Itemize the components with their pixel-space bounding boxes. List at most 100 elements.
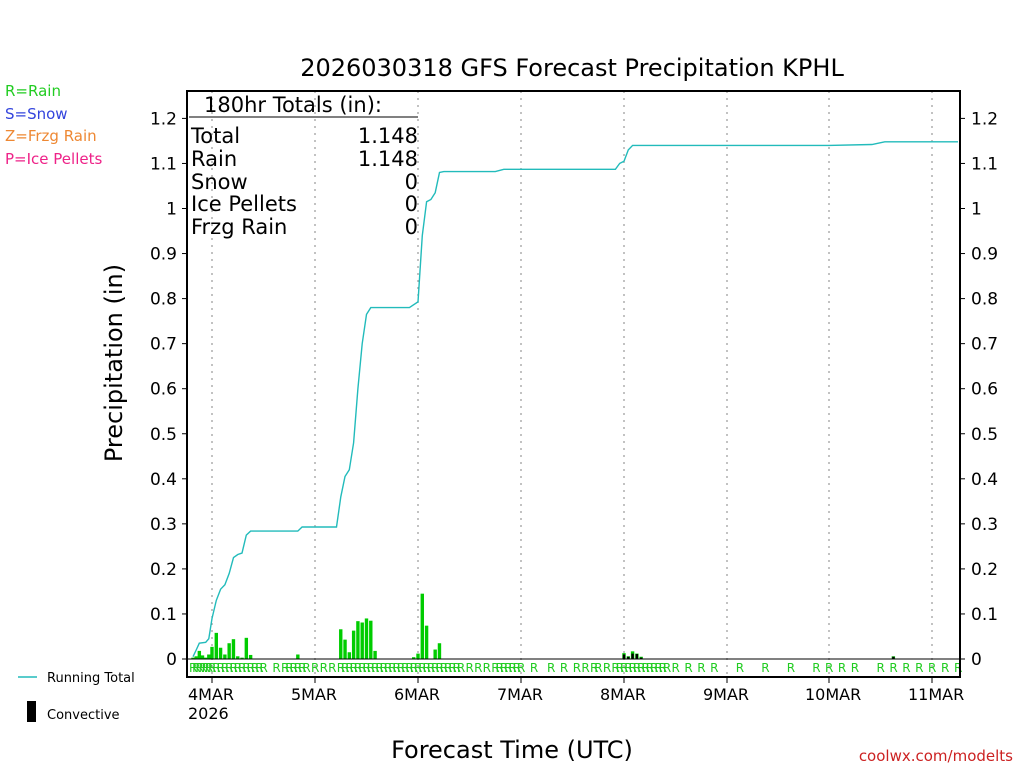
- ptype-marker: R: [440, 661, 448, 675]
- legend-frzg-rain: Z=Frzg Rain: [5, 127, 97, 145]
- y-axis-right: 0 0.1 0.2 0.3 0.4 0.5 0.6 0.7 0.8 0.9 1 1.1 1.2: [960, 109, 998, 670]
- ptype-marker: R: [560, 661, 568, 675]
- rain-bar: [356, 621, 360, 659]
- y-tick-label-left: 0.6: [150, 380, 177, 400]
- convective-swatch: [27, 701, 36, 722]
- rain-bar: [214, 632, 218, 659]
- rain-bar: [373, 650, 377, 659]
- totals-value-rain: 1.148: [358, 147, 418, 171]
- ptype-marker: R: [199, 661, 207, 675]
- ptype-marker: R: [358, 661, 366, 675]
- y-axis-title: Precipitation (in): [100, 264, 128, 462]
- rain-bar: [248, 654, 253, 659]
- ptype-marker: R: [736, 661, 744, 675]
- convective-bar: [627, 656, 630, 659]
- rain-bar: [360, 622, 364, 659]
- ptype-marker: R: [508, 661, 516, 675]
- ptype-marker: R: [672, 661, 680, 675]
- y-tick-label-left: 0.3: [150, 515, 177, 535]
- rain-bar: [424, 625, 429, 659]
- ptype-marker: R: [328, 661, 336, 675]
- totals-label-frzg-rain: Frzg Rain: [191, 215, 287, 239]
- ptype-marker: R: [294, 661, 302, 675]
- convective-bar: [639, 657, 643, 659]
- x-tick-label: 8MAR: [600, 685, 646, 704]
- ptype-marker: R: [255, 661, 263, 675]
- y-tick-label-right: 0.7: [971, 335, 998, 355]
- ptype-marker: R: [405, 661, 413, 675]
- ptype-marker: R: [547, 661, 555, 675]
- y-tick-label-left: 0.4: [150, 470, 177, 490]
- ptype-marker: R: [620, 661, 628, 675]
- y-tick-label-right: 1.2: [971, 109, 998, 129]
- rain-bar: [203, 657, 208, 659]
- ptype-marker: R: [367, 661, 375, 675]
- ptype-marker: R: [663, 661, 671, 675]
- ptype-marker: R: [320, 661, 328, 675]
- y-tick-label-left: 0.5: [150, 425, 177, 445]
- ptype-marker: R: [517, 661, 525, 675]
- ptype-marker: R: [202, 661, 210, 675]
- ptype-marker: R: [423, 661, 431, 675]
- convective-bars: [622, 653, 895, 659]
- ptype-marker: R: [431, 661, 439, 675]
- rain-bar: [210, 646, 214, 659]
- x-tick-label: 4MAR: [188, 685, 234, 704]
- ptype-marker: R: [192, 661, 200, 675]
- rain-bar: [227, 643, 231, 659]
- ptype-marker: R: [902, 661, 910, 675]
- rain-bar: [236, 656, 240, 659]
- legend-snow: S=Snow: [5, 105, 68, 123]
- ptype-marker: R: [466, 661, 474, 675]
- rain-bar: [339, 629, 343, 659]
- convective-label: Convective: [47, 708, 120, 723]
- ptype-marker: R: [393, 661, 401, 675]
- ptype-marker: R: [928, 661, 936, 675]
- ptype-marker: R: [483, 661, 491, 675]
- y-tick-label-left: 0.1: [150, 605, 177, 625]
- y-tick-label-right: 1: [971, 200, 982, 220]
- ptype-marker: R: [371, 661, 379, 675]
- ptype-marker: R: [302, 661, 310, 675]
- ptype-marker: R: [496, 661, 504, 675]
- x-tick-label: 6MAR: [394, 685, 440, 704]
- ptype-marker: R: [877, 661, 885, 675]
- ptype-marker: R: [637, 661, 645, 675]
- ptype-marker: R: [298, 661, 306, 675]
- ptype-marker: R: [234, 661, 242, 675]
- y-tick-label-right: 0.1: [971, 605, 998, 625]
- x-tick-label: 10MAR: [805, 685, 861, 704]
- ptype-marker: R: [659, 661, 667, 675]
- ptype-marker: R: [205, 661, 213, 675]
- ptype-marker: R: [444, 661, 452, 675]
- legend-rain: R=Rain: [5, 82, 61, 100]
- y-tick-label-left: 1.1: [150, 154, 177, 174]
- ptype-marker: R: [397, 661, 405, 675]
- ptype-marker: R: [229, 661, 237, 675]
- ptype-marker: R: [363, 661, 371, 675]
- ptype-marker: R: [825, 661, 833, 675]
- rain-bar: [197, 650, 202, 659]
- ptype-marker: R: [189, 661, 197, 675]
- y-tick-label-left: 1.2: [150, 109, 177, 129]
- ptype-marker: R: [616, 661, 624, 675]
- rain-bar: [416, 653, 420, 659]
- ptype-marker: R: [238, 661, 246, 675]
- rain-bar: [433, 649, 437, 659]
- x-tick-label: 9MAR: [703, 685, 749, 704]
- ptype-marker: R: [611, 661, 619, 675]
- ptype-marker: R: [217, 661, 225, 675]
- totals-label-snow: Snow: [191, 170, 248, 194]
- grid: [211, 91, 933, 677]
- bars: [191, 593, 896, 659]
- totals-box: 180hr Totals (in): Total 1.148 Rain 1.14…: [189, 93, 418, 239]
- ptype-marker: R: [380, 661, 388, 675]
- x-tick-label: 7MAR: [497, 685, 543, 704]
- y-tick-label-right: 0.6: [971, 380, 998, 400]
- ptype-marker: R: [954, 661, 962, 675]
- ptype-marker: R: [375, 661, 383, 675]
- running-total-layer: [192, 141, 958, 658]
- ptype-marker: R: [410, 661, 418, 675]
